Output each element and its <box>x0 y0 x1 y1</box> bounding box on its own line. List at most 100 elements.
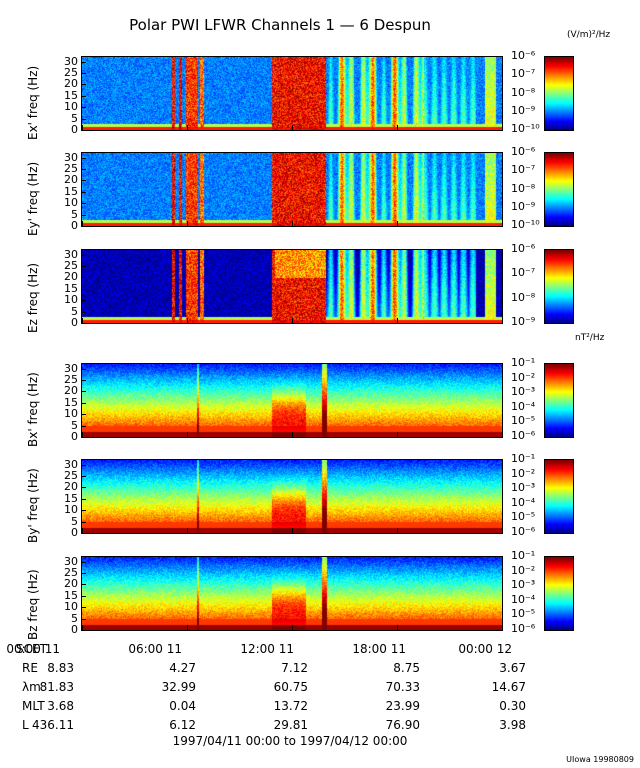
y-tick-mark <box>81 368 86 370</box>
time-tick <box>82 221 83 226</box>
ephemeris-value: 13.72 <box>273 699 308 713</box>
ephemeris-value: 23.99 <box>385 699 420 713</box>
ephemeris-value: 29.81 <box>273 718 308 732</box>
y-tick-label: 20 <box>64 480 78 494</box>
y-tick-mark <box>81 391 86 393</box>
spectrogram-4 <box>81 363 503 438</box>
y-tick-label: 25 <box>64 468 78 482</box>
colorbar-tick-label: 10⁻¹⁰ <box>511 122 540 135</box>
ephemeris-value: 3.68 <box>47 699 74 713</box>
colorbar-tick-label: 10⁻⁴ <box>511 399 536 413</box>
ephemeris-label: L <box>22 718 29 732</box>
y-tick-label: 5 <box>71 611 78 625</box>
y-axis-label: Ez freq (Hz) <box>26 262 40 333</box>
spectrogram-2 <box>81 152 503 227</box>
time-tick <box>187 125 188 130</box>
y-tick-mark <box>81 521 86 523</box>
time-tick <box>502 125 503 130</box>
y-tick-mark <box>81 61 86 63</box>
ephemeris-value: 76.90 <box>385 718 420 732</box>
ephemeris-value: 3.98 <box>499 718 526 732</box>
time-tick <box>82 625 83 630</box>
y-tick-mark <box>81 487 86 489</box>
y-tick-label: 15 <box>64 88 78 102</box>
colorbar-tick-label: 10⁻⁶ <box>511 145 536 158</box>
ephemeris-value: 0.30 <box>499 699 526 713</box>
y-tick-mark <box>81 607 86 609</box>
colorbar-3 <box>544 249 574 324</box>
y-tick-mark <box>81 414 86 416</box>
colorbar-tick-label: 10⁻³ <box>511 481 536 495</box>
ephemeris-value: 3.67 <box>499 661 526 675</box>
ephemeris-value: 60.75 <box>273 680 308 694</box>
y-axis-label: Ey' freq (Hz) <box>26 161 40 236</box>
colorbar-tick-label: 10⁻⁸ <box>511 85 536 99</box>
colorbar-tick-label: 10⁻⁸ <box>511 290 536 304</box>
time-tick <box>292 432 293 437</box>
y-tick-mark <box>81 107 86 109</box>
ephemeris-value: 81.83 <box>39 680 74 694</box>
time-tick <box>397 221 398 226</box>
y-tick-mark <box>81 402 86 404</box>
ephemeris-value: 12:00 11 <box>240 642 294 656</box>
spectrogram-3 <box>81 249 503 324</box>
credit-label: UIowa 19980809 <box>566 755 634 764</box>
ephemeris-value: 7.12 <box>281 661 308 675</box>
y-axis-label: Bx' freq (Hz) <box>26 372 40 447</box>
y-tick-label: 5 <box>71 418 78 432</box>
y-tick-mark <box>81 561 86 563</box>
time-tick <box>397 528 398 533</box>
y-tick-mark <box>81 595 86 597</box>
ephemeris-label: RE <box>22 661 38 675</box>
y-tick-mark <box>81 72 86 74</box>
y-tick-label: 15 <box>64 281 78 295</box>
y-tick-label: 25 <box>64 258 78 272</box>
ephemeris-value: 32.99 <box>161 680 196 694</box>
y-tick-label: 5 <box>71 304 78 318</box>
time-tick <box>397 318 398 323</box>
colorbar-tick-label: 10⁻⁷ <box>511 266 536 280</box>
y-tick-mark <box>81 618 86 620</box>
time-tick <box>82 528 83 533</box>
ephemeris-value: 436.11 <box>32 718 74 732</box>
time-tick <box>187 432 188 437</box>
colorbar-tick-label: 10⁻¹⁰ <box>511 218 540 231</box>
y-tick-label: 20 <box>64 577 78 591</box>
y-tick-mark <box>81 84 86 86</box>
y-tick-mark <box>81 288 86 290</box>
spectrogram-1 <box>81 56 503 131</box>
y-tick-mark <box>81 425 86 427</box>
ephemeris-value: 0.04 <box>169 699 196 713</box>
y-axis-label: Bz freq (Hz) <box>26 569 40 640</box>
y-tick-label: 10 <box>64 100 78 114</box>
time-tick <box>187 221 188 226</box>
y-tick-label: 0 <box>71 623 78 636</box>
y-tick-mark <box>81 584 86 586</box>
y-tick-label: 10 <box>64 600 78 614</box>
y-tick-label: 10 <box>64 503 78 517</box>
y-tick-label: 0 <box>71 430 78 443</box>
y-tick-label: 20 <box>64 270 78 284</box>
colorbar-tick-label: 10⁻⁶ <box>511 49 536 62</box>
y-tick-mark <box>81 510 86 512</box>
colorbar-6 <box>544 556 574 631</box>
time-tick <box>292 625 293 630</box>
y-tick-label: 10 <box>64 196 78 210</box>
spectrogram-6 <box>81 556 503 631</box>
y-tick-label: 0 <box>71 526 78 539</box>
y-tick-mark <box>81 130 86 131</box>
time-tick <box>82 125 83 130</box>
y-tick-label: 10 <box>64 407 78 421</box>
y-tick-mark <box>81 118 86 120</box>
time-tick <box>292 221 293 226</box>
y-tick-mark <box>81 300 86 302</box>
ephemeris-label: SCET <box>16 642 47 656</box>
colorbar-tick-label: 10⁻⁴ <box>511 495 536 509</box>
colorbar-tick-label: 10⁻⁶ <box>511 622 536 635</box>
y-tick-mark <box>81 214 86 216</box>
date-range: 1997/04/11 00:00 to 1997/04/12 00:00 <box>172 734 408 748</box>
y-tick-mark <box>81 311 86 313</box>
y-tick-mark <box>81 498 86 500</box>
y-tick-mark <box>81 323 86 324</box>
electric-units: (V/m)²/Hz <box>567 30 611 40</box>
